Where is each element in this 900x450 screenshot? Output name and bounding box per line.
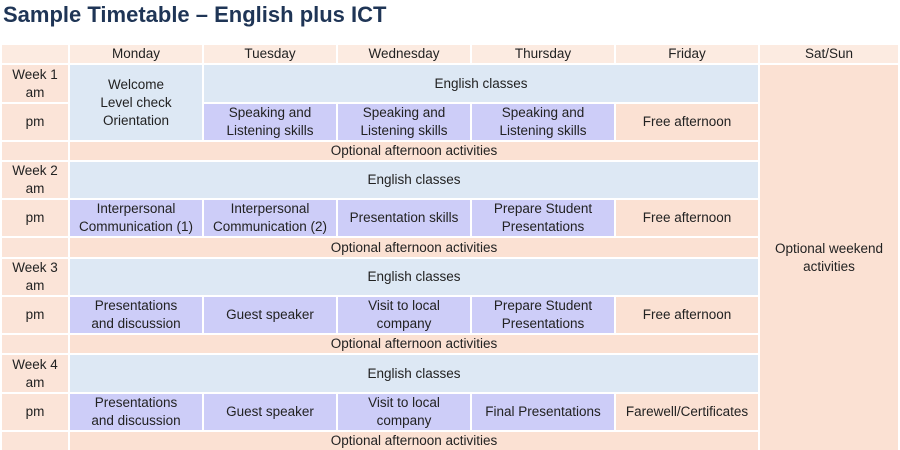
page-title: Sample Timetable – English plus ICT [3, 2, 387, 27]
week-1-am-session: Welcome Level check Orientation [70, 65, 202, 140]
week-3-pm-session: Visit to local company [338, 297, 470, 333]
week-3-pm-session: Free afternoon [616, 297, 758, 333]
week-2-am-session: English classes [70, 162, 758, 198]
week-2-pm-session: Free afternoon [616, 200, 758, 236]
day-header-sat-sun: Sat/Sun [760, 45, 898, 63]
week-2-pm-session: Prepare Student Presentations [472, 200, 614, 236]
week-4-optional-label [2, 432, 68, 450]
week-4-optional-activities: Optional afternoon activities [70, 432, 758, 450]
weekend-activities: Optional weekend activities [760, 65, 898, 450]
week-2-am-label: Week 2 am [2, 162, 68, 198]
week-1-optional-label [2, 142, 68, 160]
week-4-am-session: English classes [70, 355, 758, 392]
week-4-pm-session: Presentations and discussion [70, 394, 202, 430]
week-2-pm-label: pm [2, 200, 68, 236]
week-1-am-label: Week 1 am [2, 65, 68, 102]
week-3-am-label: Week 3 am [2, 259, 68, 295]
week-3-pm-session: Guest speaker [204, 297, 336, 333]
week-1-pm-session: Speaking and Listening skills [204, 104, 336, 140]
day-header-thursday: Thursday [472, 45, 614, 63]
week-3-pm-session: Prepare Student Presentations [472, 297, 614, 333]
day-header-friday: Friday [616, 45, 758, 63]
week-1-am-session: English classes [204, 65, 758, 102]
week-3-optional-activities: Optional afternoon activities [70, 335, 758, 353]
week-3-optional-label [2, 335, 68, 353]
day-header-wednesday: Wednesday [338, 45, 470, 63]
week-3-pm-label: pm [2, 297, 68, 333]
week-2-optional-label [2, 238, 68, 257]
week-2-pm-session: Presentation skills [338, 200, 470, 236]
week-1-pm-session: Free afternoon [616, 104, 758, 140]
week-3-pm-session: Presentations and discussion [70, 297, 202, 333]
week-1-pm-session: Speaking and Listening skills [338, 104, 470, 140]
week-1-pm-session: Speaking and Listening skills [472, 104, 614, 140]
day-header-monday: Monday [70, 45, 202, 63]
week-4-pm-session: Guest speaker [204, 394, 336, 430]
week-2-pm-session: Interpersonal Communication (1) [70, 200, 202, 236]
week-1-pm-label: pm [2, 104, 68, 140]
week-4-am-label: Week 4 am [2, 355, 68, 392]
week-1-optional-activities: Optional afternoon activities [70, 142, 758, 160]
header-corner [2, 45, 68, 63]
week-3-am-session: English classes [70, 259, 758, 295]
week-2-optional-activities: Optional afternoon activities [70, 238, 758, 257]
timetable: Monday Tuesday Wednesday Thursday Friday Sat/… [2, 45, 898, 450]
day-header-tuesday: Tuesday [204, 45, 336, 63]
week-4-pm-session: Farewell/Certificates [616, 394, 758, 430]
week-4-pm-session: Final Presentations [472, 394, 614, 430]
week-4-pm-session: Visit to local company [338, 394, 470, 430]
week-2-pm-session: Interpersonal Communication (2) [204, 200, 336, 236]
week-4-pm-label: pm [2, 394, 68, 430]
